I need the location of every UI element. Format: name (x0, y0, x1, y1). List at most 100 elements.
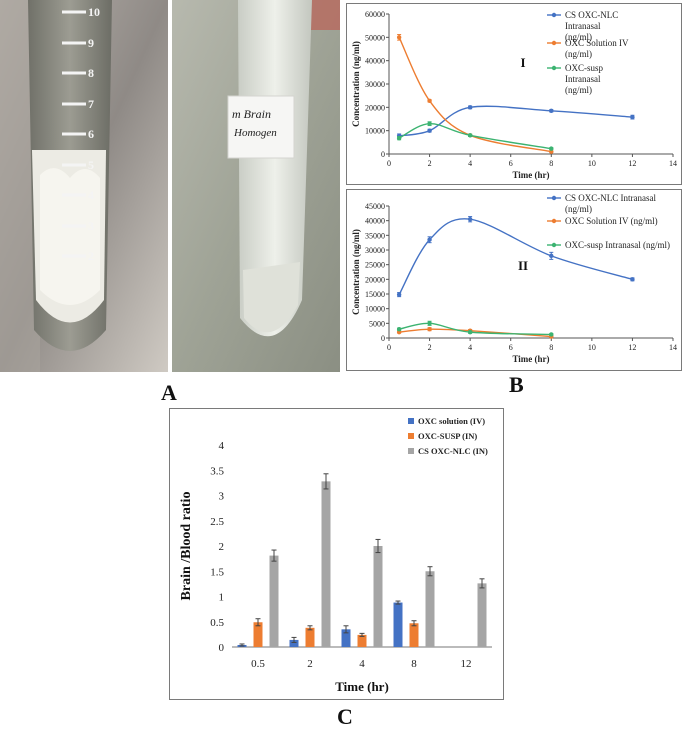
right-tube-label (227, 95, 295, 159)
chart1-y-tick-label: 50000 (365, 33, 385, 42)
chart2-x-tick-label: 6 (509, 343, 513, 352)
panel-label-a: A (161, 380, 177, 405)
chart1-legend-oxc-susp-intranasal-ng-ml-label-line: Intranasal (565, 74, 601, 84)
chart3-cs-oxc-nlc-in-bar (321, 481, 331, 647)
chart1-oxc-susp-intranasal-ng-ml-line (398, 122, 552, 150)
chart1-legend-oxc-solution-iv-ng-ml-marker (551, 40, 557, 46)
chart1-cs-oxc-nlc-intranasal-ng-ml-line (399, 105, 633, 137)
chart3-cs-oxc-nlc-in-bar (477, 583, 487, 647)
chart3-x-tick-label: 8 (411, 658, 417, 670)
chart2-y-tick-label: 40000 (365, 217, 385, 226)
left-tube-mark-labels: 10 9 8 7 6 5 4 3 2 (88, 5, 100, 263)
chart2-y-tick-label: 35000 (365, 231, 385, 240)
chart1-x-tick-label: 12 (628, 159, 636, 168)
chart3-cs-oxc-nlc-in-bar (269, 555, 279, 647)
chart2-x-tick-label: 10 (588, 343, 596, 352)
chart1-legend-cs-oxc-nlc-intranasal-ng-ml-label-line: (ng/ml) (565, 32, 592, 42)
chart1-oxc-solution-iv-ng-ml-point (549, 149, 554, 154)
chart1-x-axis-label: Time (hr) (512, 170, 549, 180)
chart2-oxc-susp-intranasal-ng-ml-point (396, 327, 402, 332)
chart2-oxc-solution-iv-ng-ml-point (427, 327, 432, 332)
chart1-legend-oxc-susp-intranasal-ng-ml-marker (551, 65, 557, 71)
chart3-y-tick-label: 1 (219, 592, 225, 604)
chart2-x-tick-label: 8 (549, 343, 553, 352)
chart2-oxc-susp-intranasal-ng-ml-point (549, 332, 554, 337)
bar-chart-c: 0 0.5 1 1.5 2 2.5 3 3.5 4 0.5 2 4 8 12 Time (hr) Brain … (179, 416, 492, 694)
chart2-y-tick-label: 0 (381, 334, 385, 343)
chart3-oxc-susp-in-bar (357, 634, 367, 647)
tube-label-line2: Homogen (233, 127, 277, 139)
right-tube-sediment (243, 262, 300, 333)
chart1-y-tick-label: 0 (381, 150, 385, 159)
chart1-x-tick-label: 0 (387, 159, 391, 168)
chart3-legend-oxc-solution-iv-swatch (408, 418, 414, 424)
chart2-legend-oxc-susp-intranasal-ng-ml-label-line: OXC-susp Intranasal (ng/ml) (565, 240, 670, 250)
chart3-y-tick-label: 0.5 (210, 617, 224, 629)
chart2-oxc-susp-intranasal-ng-ml-line (398, 322, 552, 336)
chart1-cs-oxc-nlc-intranasal-ng-ml-point (427, 128, 432, 133)
chart-frame-i: 0 2 4 6 8 10 12 14 0 10000 20000 30000 40000 50000 600… (346, 3, 682, 185)
chart1-cs-oxc-nlc-intranasal-ng-ml-point (630, 114, 635, 120)
chart1-y-tick-label: 60000 (365, 10, 385, 19)
chart1-legend-oxc-solution-iv-ng-ml-label-line: (ng/ml) (565, 49, 592, 59)
chart1-y-tick-label: 40000 (365, 57, 385, 66)
chart1-x-tick-label: 14 (669, 159, 677, 168)
chart2-y-tick-label: 15000 (365, 290, 385, 299)
chart3-y-tick-label: 4 (219, 440, 225, 452)
chart2-x-tick-label: 14 (669, 343, 677, 352)
chart3-legend-oxc-susp-in-label: OXC-SUSP (IN) (418, 431, 477, 441)
chart3-oxc-susp-in-bar (409, 623, 419, 647)
chart3-x-tick-label: 0.5 (251, 658, 265, 670)
chart3-y-axis-label: Brain /Blood ratio (179, 492, 194, 601)
chart1-y-axis-label: Concentration (ng/ml) (351, 41, 361, 127)
chart1-legend-cs-oxc-nlc-intranasal-ng-ml-marker (551, 12, 557, 18)
tube-mark-5: 5 (88, 158, 94, 172)
tube-photos-illustration: 10 9 8 7 6 5 4 3 2 m Brain Homogen (0, 0, 340, 372)
left-tube-graduations (62, 10, 86, 258)
chart2-legend-oxc-solution-iv-ng-ml-marker (551, 218, 557, 224)
chart2-legend-cs-oxc-nlc-intranasal-ng-ml-label-line: (ng/ml) (565, 204, 592, 214)
chart1-x-tick-label: 2 (428, 159, 432, 168)
chart1-x-tick-label: 8 (549, 159, 553, 168)
chart1-legend-cs-oxc-nlc-intranasal-ng-ml-label-line: CS OXC-NLC (565, 10, 618, 20)
chart1-cs-oxc-nlc-intranasal-ng-ml-point (549, 108, 554, 114)
chart2-y-tick-label: 20000 (365, 275, 385, 284)
photo-panel-a: 10 9 8 7 6 5 4 3 2 m Brain Homogen (0, 0, 340, 372)
chart3-y-tick-label: 3 (219, 491, 225, 503)
chart1-legend-oxc-susp-intranasal-ng-ml-label-line: (ng/ml) (565, 85, 592, 95)
chart2-cs-oxc-nlc-intranasal-ng-ml-point (427, 237, 432, 242)
chart3-oxc-susp-in-bar (253, 622, 263, 647)
tube-label-line1: m Brain (232, 107, 271, 121)
panel-label-b: B (509, 372, 524, 397)
chart2-legend-oxc-susp-intranasal-ng-ml-label: OXC-susp Intranasal (ng/ml) (565, 240, 670, 250)
chart1-x-tick-label: 6 (509, 159, 513, 168)
chart3-y-tick-label: 0 (219, 642, 225, 654)
tube-mark-6: 6 (88, 127, 94, 141)
tube-mark-3: 3 (88, 219, 94, 233)
chart1-oxc-susp-intranasal-ng-ml-point (549, 146, 554, 151)
tube-mark-4: 4 (88, 188, 94, 202)
chart2-cs-oxc-nlc-intranasal-ng-ml-line (398, 218, 633, 295)
line-chart-i: 0 2 4 6 8 10 12 14 0 10000 20000 30000 40000 50000 600… (351, 10, 677, 180)
chart1-x-tick-label: 4 (468, 159, 472, 168)
chart2-legend-oxc-solution-iv-ng-ml-label: OXC Solution IV (ng/ml) (565, 216, 658, 226)
chart3-legend-cs-oxc-nlc-in-swatch (408, 448, 414, 454)
chart3-oxc-susp-in-bar (305, 627, 315, 647)
chart1-title: I (520, 55, 525, 70)
chart2-legend-cs-oxc-nlc-intranasal-ng-ml-label: CS OXC-NLC Intranasal (ng/ml) (565, 193, 656, 214)
chart1-oxc-susp-intranasal-ng-ml-point (396, 135, 402, 141)
chart1-cs-oxc-nlc-intranasal-ng-ml-point (467, 105, 473, 110)
chart-frame-c: 0 0.5 1 1.5 2 2.5 3 3.5 4 0.5 2 4 8 12 Time (hr) Brain … (169, 408, 504, 700)
chart2-cs-oxc-nlc-intranasal-ng-ml-point (549, 253, 554, 259)
chart2-cs-oxc-nlc-intranasal-ng-ml-point (396, 292, 402, 297)
chart2-x-tick-label: 12 (628, 343, 636, 352)
chart3-x-tick-label: 12 (461, 658, 472, 670)
chart2-oxc-susp-intranasal-ng-ml-point (427, 321, 432, 326)
chart2-x-axis-label: Time (hr) (512, 354, 549, 364)
chart1-oxc-susp-intranasal-ng-ml-point (467, 133, 473, 138)
chart2-y-tick-label: 25000 (365, 261, 385, 270)
chart2-cs-oxc-nlc-intranasal-ng-ml-point (630, 277, 635, 282)
chart3-oxc-solution-iv-bar (341, 629, 351, 647)
chart3-y-tick-label: 2.5 (210, 516, 224, 528)
chart3-y-tick-label: 3.5 (210, 465, 224, 477)
